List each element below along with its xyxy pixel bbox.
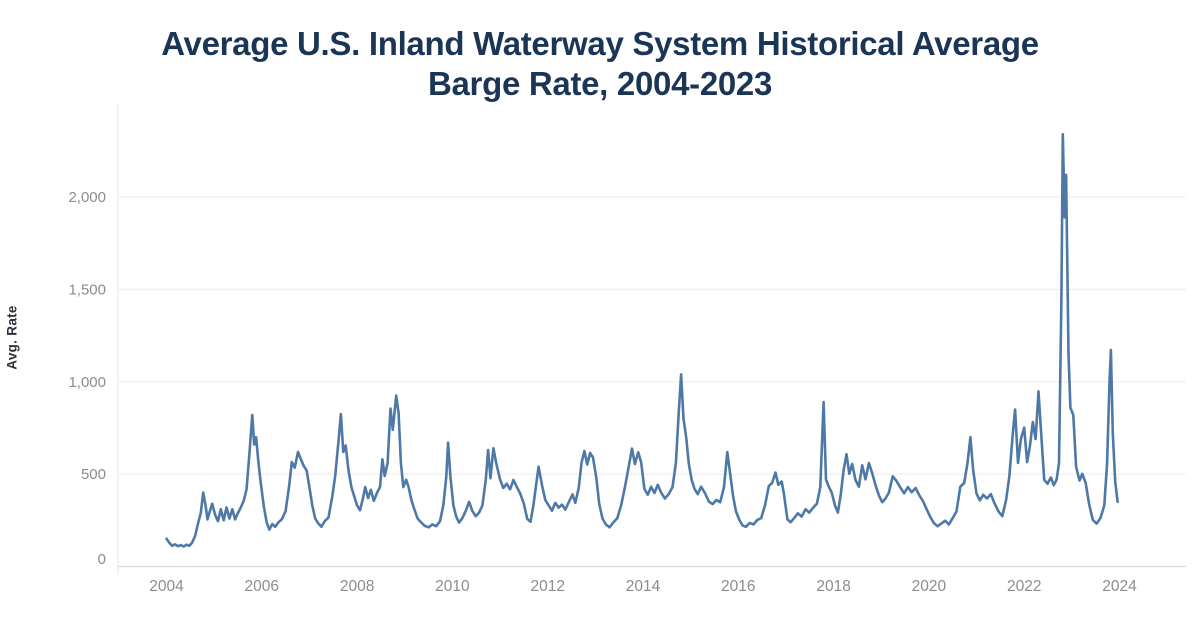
x-tick-label: 2012 <box>530 578 564 595</box>
x-tick-label: 2018 <box>816 578 850 595</box>
chart-title-line1: Average U.S. Inland Waterway System Hist… <box>161 25 1039 62</box>
y-tick-label: 2,000 <box>68 189 106 206</box>
y-tick-label: 500 <box>81 466 106 483</box>
x-tick-label: 2022 <box>1007 578 1041 595</box>
y-tick-label: 1,000 <box>68 374 106 391</box>
y-tick-label: 0 <box>98 551 106 568</box>
x-tick-label: 2010 <box>435 578 470 595</box>
x-tick-label: 2014 <box>626 578 661 595</box>
barge-rate-line <box>165 132 1119 548</box>
chart-title: Average U.S. Inland Waterway System Hist… <box>0 24 1200 104</box>
x-tick-label: 2024 <box>1102 578 1137 595</box>
x-tick-label: 2008 <box>340 578 374 595</box>
x-tick-label: 2016 <box>721 578 755 595</box>
y-axis-title: Avg. Rate <box>4 305 20 370</box>
y-tick-label: 1,500 <box>68 281 106 298</box>
x-tick-label: 2004 <box>149 578 184 595</box>
x-tick-label: 2006 <box>245 578 279 595</box>
x-tick-label: 2020 <box>912 578 947 595</box>
chart-title-line2: Barge Rate, 2004-2023 <box>427 65 773 102</box>
